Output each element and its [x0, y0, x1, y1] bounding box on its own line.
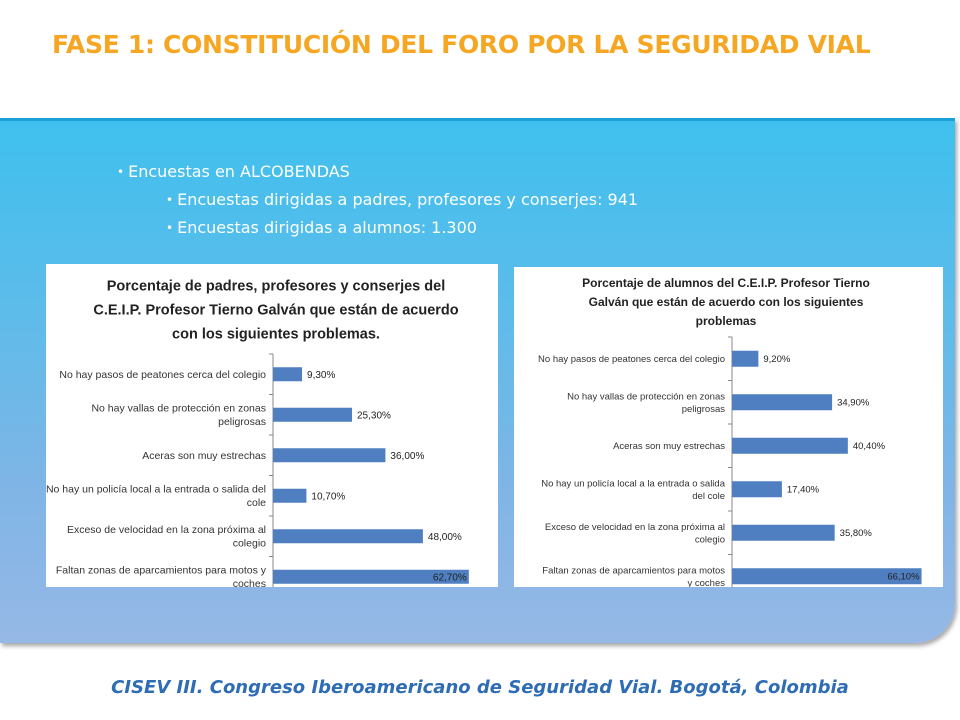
- chart-bar: [273, 529, 423, 544]
- chart-category-label: No hay vallas de protección en zonas: [91, 403, 266, 415]
- chart-category-label: Aceras son muy estrechas: [613, 441, 725, 452]
- chart-title-line: C.E.I.P. Profesor Tierno Galván que está…: [93, 303, 458, 319]
- chart-title-line: problemas: [696, 314, 757, 328]
- chart-category-label: del cole: [692, 491, 725, 502]
- chart-data-label: 36,00%: [390, 451, 424, 462]
- chart-bar: [732, 437, 848, 454]
- chart-data-label: 9,30%: [307, 370, 335, 381]
- chart-parents-svg: Porcentaje de padres, profesores y conse…: [46, 279, 469, 587]
- footer-text: CISEV III. Congreso Iberoamericano de Se…: [111, 677, 849, 698]
- bullet-main-text: Encuestas en ALCOBENDAS: [128, 162, 350, 181]
- bullet-sub-2-text: Encuestas dirigidas a alumnos: 1.300: [177, 218, 477, 237]
- chart-data-label: 34,90%: [837, 398, 870, 409]
- slide-title: FASE 1: CONSTITUCIÓN DEL FORO POR LA SEG…: [52, 30, 871, 59]
- bullet-main: • Encuestas en ALCOBENDAS: [117, 158, 638, 186]
- chart-category-label: Exceso de velocidad en la zona próxima a…: [67, 524, 266, 536]
- chart-data-label: 10,70%: [311, 491, 345, 502]
- chart-category-label: No hay vallas de protección en zonas: [567, 391, 725, 402]
- chart-bar: [732, 394, 833, 411]
- bullet-dot-icon: •: [166, 193, 174, 207]
- chart-data-label: 66,10%: [887, 572, 920, 583]
- chart-category-label: No hay un policía local a la entrada o s…: [46, 484, 266, 496]
- bullet-sub-1: • Encuestas dirigidas a padres, profesore…: [117, 186, 638, 214]
- chart-category-label: Aceras son muy estrechas: [142, 450, 266, 462]
- chart-category-label: colegio: [695, 534, 725, 545]
- chart-title-line: con los siguientes problemas.: [172, 327, 380, 343]
- chart-category-label: cole: [247, 497, 266, 509]
- chart-category-label: peligrosas: [682, 404, 726, 415]
- chart-category-label: colegio: [233, 538, 266, 550]
- chart-bar: [273, 448, 386, 463]
- chart-data-label: 40,40%: [853, 441, 886, 452]
- chart-title-line: Porcentaje de alumnos del C.E.I.P. Profe…: [582, 276, 870, 290]
- chart-students-svg: Porcentaje de alumnos del C.E.I.P. Profe…: [538, 276, 922, 587]
- chart-category-label: Faltan zonas de aparcamientos para motos: [542, 565, 725, 576]
- chart-parents: Porcentaje de padres, profesores y conse…: [46, 264, 498, 587]
- chart-title-line: Porcentaje de padres, profesores y conse…: [107, 279, 445, 295]
- chart-category-label: peligrosas: [218, 416, 266, 428]
- chart-bar: [732, 350, 759, 367]
- bullet-sub-1-text: Encuestas dirigidas a padres, profesores…: [177, 190, 639, 209]
- bullet-sub-2: • Encuestas dirigidas a alumnos: 1.300: [117, 214, 638, 242]
- bullet-dot-icon: •: [166, 221, 174, 235]
- chart-bar: [732, 481, 782, 498]
- chart-category-label: No hay un policía local a la entrada o s…: [541, 478, 726, 489]
- chart-category-label: No hay pasos de peatones cerca del coleg…: [59, 369, 266, 381]
- chart-data-label: 35,80%: [840, 528, 873, 539]
- chart-data-label: 48,00%: [428, 532, 462, 543]
- chart-category-label: y coches: [688, 578, 726, 587]
- chart-students: Porcentaje de alumnos del C.E.I.P. Profe…: [514, 267, 943, 587]
- chart-data-label: 9,20%: [763, 354, 790, 365]
- chart-data-label: 17,40%: [787, 485, 820, 496]
- bullet-dot-icon: •: [117, 165, 125, 179]
- chart-bar: [273, 407, 353, 422]
- chart-bar: [732, 524, 835, 541]
- chart-category-label: No hay pasos de peatones cerca del coleg…: [538, 354, 725, 365]
- chart-title-line: Galván que están de acuerdo con los sigu…: [589, 295, 864, 309]
- chart-data-label: 25,30%: [357, 410, 391, 421]
- chart-bar: [273, 569, 469, 584]
- chart-bar: [273, 367, 303, 382]
- chart-category-label: Faltan zonas de aparcamientos para motos…: [56, 565, 267, 577]
- chart-bar: [732, 568, 922, 585]
- chart-category-label: coches: [233, 578, 266, 587]
- chart-data-label: 62,70%: [433, 572, 467, 583]
- chart-category-label: Exceso de velocidad en la zona próxima a…: [545, 522, 725, 533]
- chart-bar: [273, 488, 307, 503]
- bullet-list: • Encuestas en ALCOBENDAS • Encuestas diri…: [117, 158, 638, 242]
